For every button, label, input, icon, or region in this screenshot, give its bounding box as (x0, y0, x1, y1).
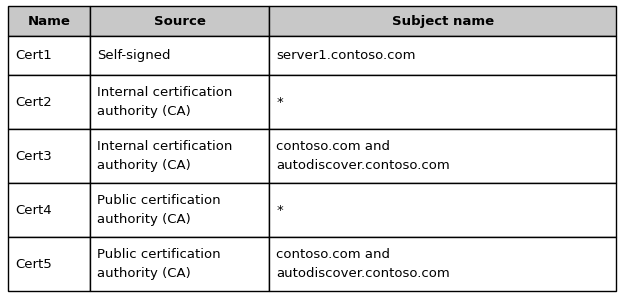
Bar (270, 6, 616, 36)
Text: Cert3: Cert3 (15, 150, 52, 162)
Bar (90, 237, 270, 291)
Text: Self-signed: Self-signed (97, 49, 170, 62)
Text: Public certification
authority (CA): Public certification authority (CA) (97, 248, 221, 280)
Text: Name: Name (27, 15, 71, 28)
Bar (8, 237, 90, 291)
Bar (8, 129, 90, 183)
Bar (270, 129, 616, 183)
Bar (270, 75, 616, 129)
Text: Cert2: Cert2 (15, 96, 52, 109)
Text: contoso.com and
autodiscover.contoso.com: contoso.com and autodiscover.contoso.com (276, 140, 450, 172)
Bar (8, 183, 90, 237)
Bar (90, 36, 270, 75)
Text: Internal certification
authority (CA): Internal certification authority (CA) (97, 86, 233, 118)
Text: Cert4: Cert4 (15, 203, 52, 217)
Text: Cert1: Cert1 (15, 49, 52, 62)
Bar (90, 183, 270, 237)
Bar (90, 6, 270, 36)
Text: Public certification
authority (CA): Public certification authority (CA) (97, 194, 221, 226)
Bar (90, 75, 270, 129)
Text: contoso.com and
autodiscover.contoso.com: contoso.com and autodiscover.contoso.com (276, 248, 450, 280)
Text: server1.contoso.com: server1.contoso.com (276, 49, 416, 62)
Text: Subject name: Subject name (392, 15, 494, 28)
Text: Internal certification
authority (CA): Internal certification authority (CA) (97, 140, 233, 172)
Bar (8, 36, 90, 75)
Bar (270, 183, 616, 237)
Text: *: * (276, 96, 283, 109)
Text: Source: Source (154, 15, 206, 28)
Bar (8, 6, 90, 36)
Bar (90, 129, 270, 183)
Bar (270, 36, 616, 75)
Bar (8, 75, 90, 129)
Text: *: * (276, 203, 283, 217)
Bar (270, 237, 616, 291)
Text: Cert5: Cert5 (15, 257, 52, 271)
